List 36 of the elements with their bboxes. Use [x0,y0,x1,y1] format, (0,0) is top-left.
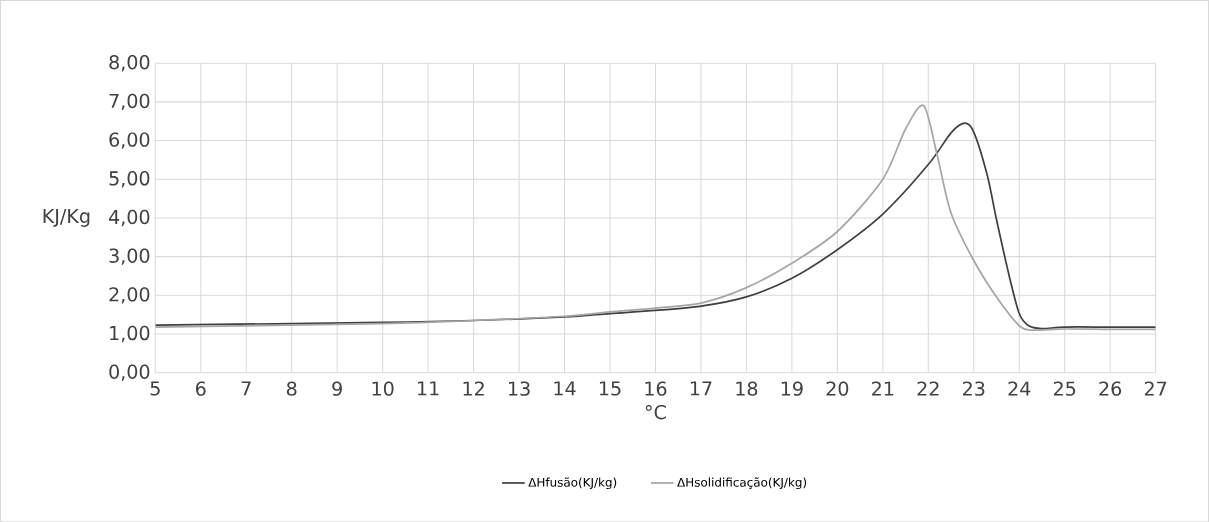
x-tick-label: 15 [599,381,621,396]
y-tick-label: 3,00 [109,248,150,265]
y-tick-label: 2,00 [109,286,150,304]
x-tick-label: 16 [645,381,667,396]
x-tick-label: 12 [463,381,484,396]
x-tick-label: 11 [418,381,439,396]
x-tick-label: 13 [509,381,530,396]
x-tick-label: 5 [150,381,160,396]
y-tick-label: 6,00 [109,132,150,149]
x-tick-label: 20 [826,381,849,396]
x-tick-label: 19 [781,381,803,396]
x-tick-label: 7 [241,381,251,396]
x-tick-label: 10 [372,381,394,396]
x-tick-label: 23 [963,381,985,396]
x-tick-label: 22 [917,381,939,396]
y-axis-title: KJ/Kg [43,208,90,227]
y-tick-label: 1,00 [110,325,150,343]
y-tick-label: 7,00 [109,93,150,110]
x-tick-label: 9 [332,381,342,396]
y-tick-label: 4,00 [109,209,150,226]
x-tick-label: 8 [286,381,297,396]
x-tick-label: 18 [736,381,758,396]
x-tick-label: 17 [690,381,712,396]
legend-label: ΔHfusão(KJ/kg) [528,477,617,489]
x-tick-label: 21 [872,381,894,396]
x-axis-title: °C [645,404,666,420]
x-tick-label: 6 [196,381,206,396]
x-tick-label: 26 [1099,381,1122,396]
y-tick-label: 8,00 [109,54,150,72]
x-tick-label: 14 [554,381,576,396]
y-tick-label: 0,00 [109,364,150,381]
y-tick-label: 5,00 [109,170,150,188]
legend-label: ΔHsolidificação(KJ/kg) [677,477,807,489]
x-tick-label: 24 [1008,381,1031,396]
x-tick-label: 25 [1053,381,1076,396]
x-tick-label: 27 [1144,381,1167,396]
